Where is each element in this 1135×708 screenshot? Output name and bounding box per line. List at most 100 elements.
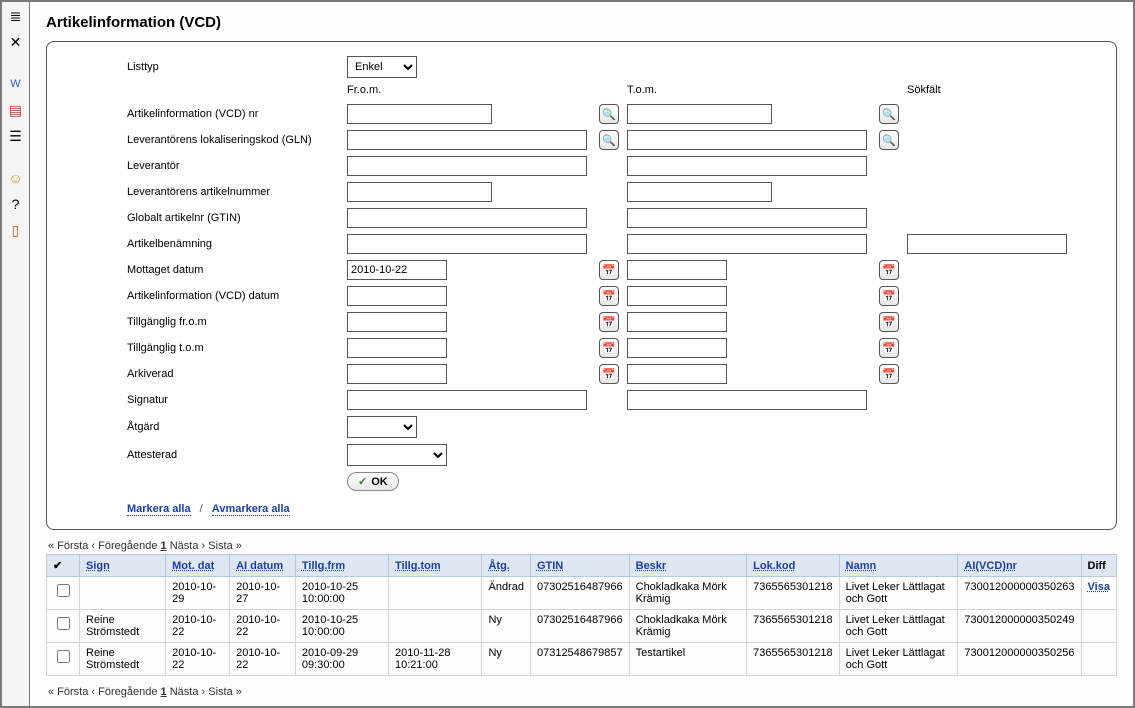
list-icon[interactable]: ≣: [5, 6, 27, 26]
row-checkbox[interactable]: [57, 584, 70, 597]
gln-to-input[interactable]: [627, 130, 867, 150]
col-tillgtom[interactable]: Tillg.tom: [389, 555, 482, 577]
stack-icon[interactable]: ☰: [5, 126, 27, 146]
pager-prev[interactable]: ‹ Föregående: [91, 540, 157, 552]
vcd-datum-label: Artikelinformation (VCD) datum: [127, 290, 347, 302]
leverantor-to-input[interactable]: [627, 156, 867, 176]
cell-motdat: 2010-10-29: [166, 577, 230, 610]
leverantor-from-input[interactable]: [347, 156, 587, 176]
help-icon[interactable]: ?: [5, 194, 27, 214]
lev-artnr-to-input[interactable]: [627, 182, 772, 202]
gln-to-search-icon[interactable]: 🔍: [879, 130, 899, 150]
word-icon[interactable]: W: [5, 74, 27, 94]
cell-tillgfrm: 2010-10-25 10:00:00: [295, 610, 388, 643]
gtin-to-input[interactable]: [627, 208, 867, 228]
close-icon[interactable]: ✕: [5, 32, 27, 52]
col-tillgfrm[interactable]: Tillg.frm: [295, 555, 388, 577]
cell-atg: Ny: [482, 643, 530, 676]
tillg-tom-to-calendar-icon[interactable]: 📅: [879, 338, 899, 358]
arkiverad-from-calendar-icon[interactable]: 📅: [599, 364, 619, 384]
pager-prev[interactable]: ‹ Föregående: [91, 686, 157, 698]
vcd-datum-from-input[interactable]: [347, 286, 447, 306]
arkiverad-from-input[interactable]: [347, 364, 447, 384]
col-beskr[interactable]: Beskr: [629, 555, 747, 577]
cell-beskr: Chokladkaka Mörk Krämig: [629, 610, 747, 643]
atgard-select[interactable]: [347, 416, 417, 438]
tillg-from-to-input[interactable]: [627, 312, 727, 332]
markera-alla-link[interactable]: Markera alla: [127, 503, 191, 516]
tillg-tom-from-input[interactable]: [347, 338, 447, 358]
arkiverad-to-input[interactable]: [627, 364, 727, 384]
mottaget-from-calendar-icon[interactable]: 📅: [599, 260, 619, 280]
signatur-from-input[interactable]: [347, 390, 587, 410]
sokfalt-header: Sökfält: [907, 84, 1077, 98]
sidebar: ≣ ✕ W ▤ ☰ ☺ ? ▯: [2, 2, 30, 706]
mottaget-from-input[interactable]: [347, 260, 447, 280]
col-motdat[interactable]: Mot. dat: [166, 555, 230, 577]
lev-artnr-from-input[interactable]: [347, 182, 492, 202]
sokfalt-input[interactable]: [907, 234, 1067, 254]
row-checkbox[interactable]: [57, 650, 70, 663]
cell-lokkod: 7365565301218: [747, 577, 840, 610]
vcd-nr-to-search-icon[interactable]: 🔍: [879, 104, 899, 124]
pager-last[interactable]: Sista »: [208, 540, 242, 552]
gtin-label: Globalt artikelnr (GTIN): [127, 212, 347, 224]
listtyp-select[interactable]: Enkel: [347, 56, 417, 78]
cell-diff: [1081, 643, 1116, 676]
pager-next[interactable]: Nästa ›: [170, 540, 205, 552]
user-icon[interactable]: ☺: [5, 168, 27, 188]
pager-next[interactable]: Nästa ›: [170, 686, 205, 698]
tillg-tom-to-input[interactable]: [627, 338, 727, 358]
cell-diff: Visa: [1081, 577, 1116, 610]
gln-from-search-icon[interactable]: 🔍: [599, 130, 619, 150]
ok-button[interactable]: OK: [347, 472, 399, 491]
exit-icon[interactable]: ▯: [5, 220, 27, 240]
col-sign[interactable]: Sign: [80, 555, 166, 577]
col-check[interactable]: ✔: [47, 555, 80, 577]
mottaget-to-calendar-icon[interactable]: 📅: [879, 260, 899, 280]
app-window: ≣ ✕ W ▤ ☰ ☺ ? ▯ Artikelinformation (VCD)…: [0, 0, 1135, 708]
col-aidatum[interactable]: AI datum: [230, 555, 296, 577]
cell-namn: Livet Leker Lättlagat och Gott: [839, 643, 958, 676]
gln-label: Leverantörens lokaliseringskod (GLN): [127, 134, 347, 146]
gtin-from-input[interactable]: [347, 208, 587, 228]
diff-visa-link[interactable]: Visa: [1088, 581, 1110, 593]
signatur-to-input[interactable]: [627, 390, 867, 410]
tillg-from-to-calendar-icon[interactable]: 📅: [879, 312, 899, 332]
vcd-nr-to-input[interactable]: [627, 104, 772, 124]
cell-gtin: 07312548679857: [530, 643, 629, 676]
col-aivcdnr[interactable]: AI(VCD)nr: [958, 555, 1081, 577]
pager-bottom: « Första ‹ Föregående 1 Nästa › Sista »: [48, 686, 1117, 698]
row-checkbox[interactable]: [57, 617, 70, 630]
filter-panel: Listtyp Enkel Fr.o.m. T.o.m. Sökfält Art…: [46, 41, 1117, 530]
avmarkera-alla-link[interactable]: Avmarkera alla: [212, 503, 290, 516]
tillg-tom-from-calendar-icon[interactable]: 📅: [599, 338, 619, 358]
arkiverad-label: Arkiverad: [127, 368, 347, 380]
col-gtin[interactable]: GTIN: [530, 555, 629, 577]
cell-lokkod: 7365565301218: [747, 610, 840, 643]
listtyp-label: Listtyp: [127, 61, 347, 73]
benamning-to-input[interactable]: [627, 234, 867, 254]
pdf-icon[interactable]: ▤: [5, 100, 27, 120]
to-header: T.o.m.: [627, 84, 877, 98]
vcd-datum-to-calendar-icon[interactable]: 📅: [879, 286, 899, 306]
pager-first[interactable]: « Första: [48, 540, 88, 552]
pager-current: 1: [161, 686, 167, 698]
vcd-datum-to-input[interactable]: [627, 286, 727, 306]
tillg-from-from-calendar-icon[interactable]: 📅: [599, 312, 619, 332]
benamning-from-input[interactable]: [347, 234, 587, 254]
vcd-nr-from-search-icon[interactable]: 🔍: [599, 104, 619, 124]
cell-motdat: 2010-10-22: [166, 643, 230, 676]
col-lokkod[interactable]: Lok.kod: [747, 555, 840, 577]
col-atg[interactable]: Åtg.: [482, 555, 530, 577]
pager-last[interactable]: Sista »: [208, 686, 242, 698]
attesterad-select[interactable]: [347, 444, 447, 466]
tillg-from-from-input[interactable]: [347, 312, 447, 332]
mottaget-to-input[interactable]: [627, 260, 727, 280]
vcd-nr-from-input[interactable]: [347, 104, 492, 124]
arkiverad-to-calendar-icon[interactable]: 📅: [879, 364, 899, 384]
vcd-datum-from-calendar-icon[interactable]: 📅: [599, 286, 619, 306]
col-namn[interactable]: Namn: [839, 555, 958, 577]
pager-first[interactable]: « Första: [48, 686, 88, 698]
gln-from-input[interactable]: [347, 130, 587, 150]
